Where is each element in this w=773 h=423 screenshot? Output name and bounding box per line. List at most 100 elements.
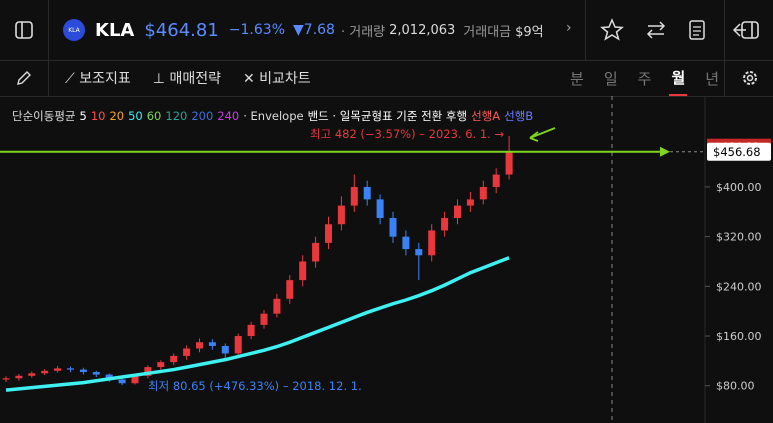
change: ▼7.68 — [293, 22, 335, 38]
candle-body — [454, 205, 461, 219]
candle-body — [67, 368, 74, 370]
candle-body — [41, 370, 49, 374]
candle-body — [441, 218, 449, 231]
turnover-label: 거래대금 — [463, 24, 512, 40]
candle-body — [492, 174, 500, 187]
legend: 단순이동평균 5 10 20 50 60 120 200 240 · Envelope 밴드 · 일… — [12, 109, 533, 123]
period-tab[interactable]: 월 — [669, 61, 688, 96]
candle-body — [92, 372, 100, 375]
compare-button[interactable]: ✕ 비교차트 — [242, 71, 311, 87]
icon — [17, 71, 31, 85]
change-pct: −1.63% — [228, 22, 286, 38]
candle-body — [376, 199, 384, 219]
ma-period: 60 — [147, 109, 162, 123]
period-tab[interactable]: 분 — [570, 69, 584, 88]
symbol: KLA — [95, 19, 135, 41]
candle-body — [118, 379, 126, 384]
candle-body — [221, 345, 229, 354]
candle-body — [350, 186, 358, 206]
period-tab[interactable]: 일 — [603, 69, 618, 88]
span-a: 선행A — [471, 109, 500, 123]
settings[interactable] — [724, 60, 773, 96]
candle-body — [363, 186, 371, 200]
high-note: 최고 482 (−3.57%) – 2023. 6. 1. → — [310, 127, 504, 141]
candle-body — [170, 355, 178, 363]
candle-body — [79, 369, 87, 373]
candle-body — [183, 348, 191, 356]
ma-period: 20 — [109, 109, 124, 123]
bands: 밴드 · 일목균형표 기준 전환 후행 — [308, 109, 467, 123]
candle-body — [273, 298, 281, 314]
y-tick-label: $320.00 — [716, 231, 762, 244]
price: $464.81 — [144, 19, 219, 41]
icon — [15, 21, 33, 39]
arrow — [660, 146, 670, 157]
ma-period: 10 — [91, 109, 106, 123]
candle-body — [196, 342, 203, 349]
turnover: $9억 — [515, 24, 544, 40]
candle-body — [105, 374, 113, 380]
panel-toggle[interactable] — [724, 0, 773, 60]
actions — [585, 0, 750, 60]
current-price-label: $456.68 — [713, 145, 761, 159]
strategy-label: 매매전략 — [169, 71, 221, 87]
candle-body — [428, 230, 436, 256]
strategy-button[interactable]: ⊥ 매매전략 — [152, 71, 221, 87]
indicators-button[interactable]: ⟋ 보조지표 — [65, 71, 131, 87]
ma-period: 50 — [128, 109, 143, 123]
envelope: · Envelope — [243, 109, 303, 123]
current-price-box — [707, 142, 771, 161]
candle-body — [415, 249, 423, 256]
candle-body — [54, 368, 62, 371]
action-icons[interactable] — [600, 18, 750, 42]
span-b: 선행B — [504, 109, 533, 123]
y-tick-label: $240.00 — [716, 280, 762, 293]
ma-period: 5 — [79, 109, 86, 123]
low-note: 최저 80.65 (+476.33%) – 2018. 12. 1. — [148, 379, 362, 393]
candle-body — [505, 151, 513, 175]
logo: KLA — [63, 19, 85, 41]
compare-label: 비교차트 — [259, 71, 311, 87]
ma-period: 120 — [165, 109, 187, 123]
candle-body — [157, 362, 165, 368]
volume: 2,012,063 — [389, 22, 456, 38]
candle-body — [208, 342, 216, 346]
sidebar-toggle[interactable] — [0, 0, 49, 60]
candle-body — [325, 224, 332, 243]
ma-label: 단순이동평균 — [12, 109, 75, 123]
ma-line — [5, 256, 510, 392]
candle-body — [247, 324, 255, 337]
header: KLA KLA $464.81 −1.63% ▼7.68 · 거래량 2,012… — [0, 0, 773, 61]
candle-body — [312, 242, 320, 262]
candle-body — [337, 205, 345, 225]
ma-period: 200 — [191, 109, 213, 123]
period-tab[interactable]: 년 — [705, 69, 720, 88]
candle-body — [234, 336, 242, 354]
candle-body — [299, 261, 307, 281]
y-tick-label: $80.00 — [716, 380, 755, 393]
candle-body — [28, 373, 36, 376]
chart: 단순이동평균 5 10 20 50 60 120 200 240 · Envelope 밴드 · 일… — [0, 96, 771, 423]
ma-period: 240 — [217, 109, 239, 123]
more[interactable]: › — [566, 20, 572, 36]
candle-body — [15, 375, 23, 379]
candle-body — [2, 378, 10, 380]
icon — [740, 21, 759, 39]
y-tick-label: $400.00 — [716, 181, 762, 194]
period-tab[interactable]: 주 — [637, 69, 652, 88]
candle-body — [144, 367, 152, 376]
draw-tool[interactable] — [0, 60, 49, 96]
candle-body — [286, 280, 294, 299]
candle-body — [466, 199, 474, 206]
icon — [742, 71, 757, 85]
note-arrow — [529, 127, 556, 142]
indicators-label: 보조지표 — [79, 71, 131, 87]
y-tick-label: $160.00 — [716, 330, 762, 343]
candle-body — [260, 313, 268, 325]
candle-body — [131, 375, 139, 384]
volume-label: · 거래량 — [340, 24, 386, 40]
candle-body — [479, 186, 487, 200]
